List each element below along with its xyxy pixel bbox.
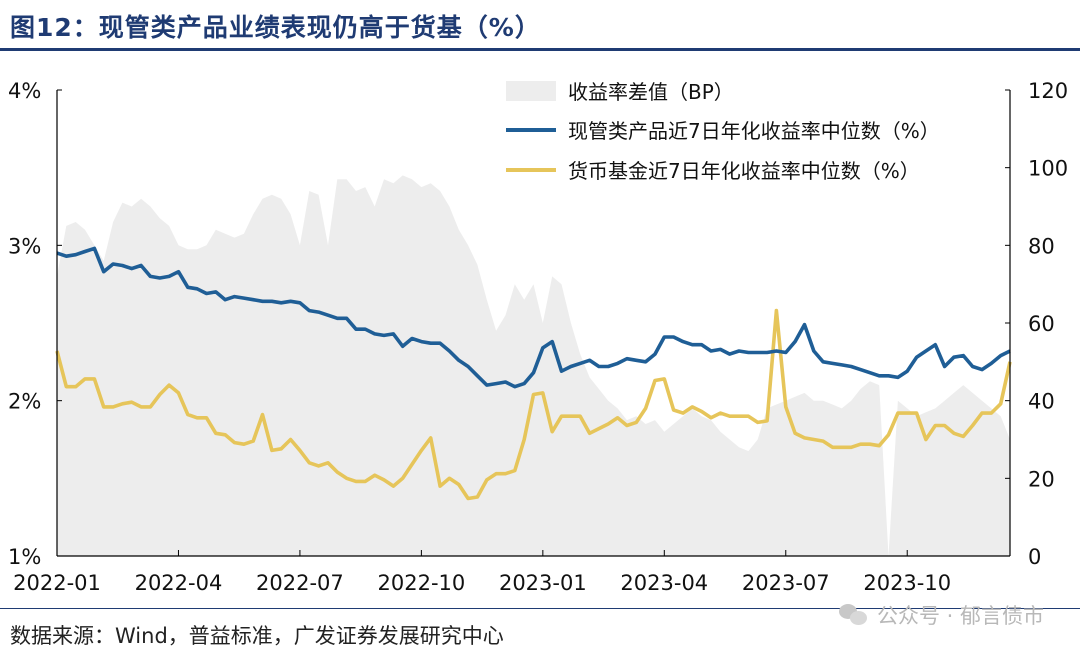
- right-tick-label: 100: [1028, 157, 1068, 181]
- right-tick-label: 80: [1028, 234, 1055, 258]
- legend-swatch-spread: [506, 81, 556, 101]
- x-tick-label: 2022-01: [13, 571, 101, 595]
- title-divider: [0, 48, 1080, 51]
- watermark: 公众号 · 郁言债市: [838, 600, 1044, 630]
- bottom-divider: [0, 608, 1080, 609]
- legend: 收益率差值（BP） 现管类产品近7日年化收益率中位数（%） 货币基金近7日年化收益率…: [506, 80, 940, 183]
- left-tick-label: 3%: [8, 234, 41, 258]
- watermark-text: 公众号 · 郁言债市: [876, 604, 1044, 628]
- source-note: 数据来源：Wind，普益标准，广发证券发展研究中心: [10, 624, 504, 648]
- x-tick-label: 2022-04: [135, 571, 223, 595]
- x-tick-label: 2023-04: [620, 571, 708, 595]
- line-chart: 1% 2% 3% 4% 0 20 40 60 80 100 120 2022-01 2022-04 202…: [8, 79, 1068, 595]
- money-fund-yield-line: [55, 308, 1012, 501]
- right-tick-label: 20: [1028, 467, 1055, 491]
- wealth-product-yield-line: [56, 246, 1011, 389]
- legend-label: 收益率差值（BP）: [568, 80, 734, 104]
- x-tick-label: 2023-10: [863, 571, 951, 595]
- axis-labels-layer: 1% 2% 3% 4% 0 20 40 60 80 100 120 2022-01 2022-04 202…: [8, 79, 1068, 595]
- spread-area: [57, 175, 1010, 556]
- x-tick-label: 2023-07: [742, 571, 830, 595]
- x-tick-label: 2022-07: [256, 571, 344, 595]
- chart-title: 图12：现管类产品业绩表现仍高于货基（%）: [10, 13, 541, 42]
- lines-layer: [55, 246, 1012, 501]
- right-tick-label: 0: [1028, 545, 1041, 569]
- legend-label: 货币基金近7日年化收益率中位数（%）: [568, 159, 920, 183]
- x-tick-label: 2022-10: [378, 571, 466, 595]
- right-tick-label: 60: [1028, 312, 1055, 336]
- right-tick-label: 40: [1028, 390, 1055, 414]
- right-tick-label: 120: [1028, 79, 1068, 103]
- left-tick-label: 2%: [8, 390, 41, 414]
- left-tick-label: 4%: [8, 79, 41, 103]
- x-tick-label: 2023-01: [499, 571, 587, 595]
- wechat-icon: [838, 604, 869, 626]
- spread-area-layer: [57, 175, 1010, 556]
- legend-label: 现管类产品近7日年化收益率中位数（%）: [568, 119, 940, 143]
- left-tick-label: 1%: [8, 545, 41, 569]
